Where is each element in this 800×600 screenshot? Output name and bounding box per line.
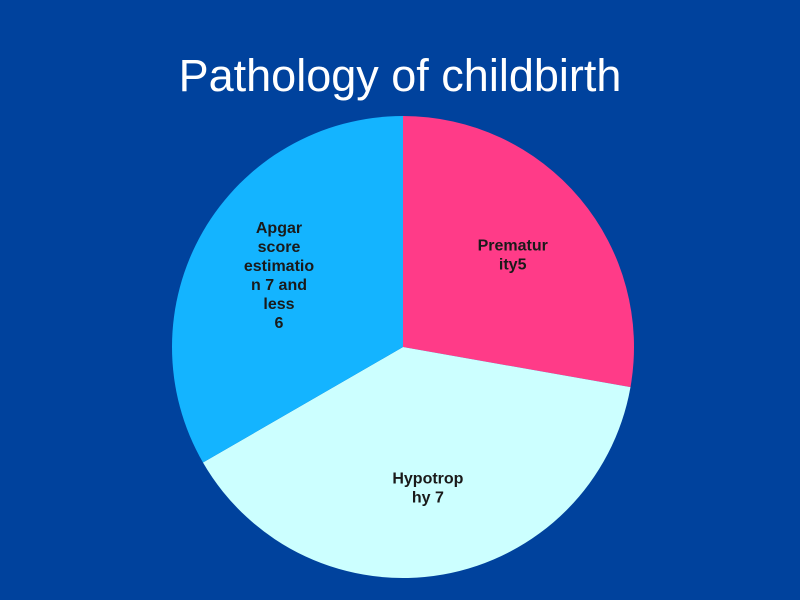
pie-label-line: Prematur (478, 237, 548, 254)
pie-label-hypotrophy: Hypotrop hy 7 (392, 471, 463, 507)
pie-slice-apgar-score-estimation-7-and-less (172, 116, 403, 463)
slide-title: Pathology of childbirth (178, 50, 622, 101)
pie-label-line: score (258, 239, 301, 256)
pie-label-apgar-score-estimation-7-and-less: Apgar score estimatio n 7 and less 6 (244, 220, 314, 332)
pie-label-line: n 7 and (251, 277, 307, 294)
pie-label-line: Apgar (256, 220, 302, 237)
pie-label-line: hy 7 (412, 490, 444, 507)
pie-label-line: Hypotrop (392, 471, 463, 488)
pie-label-line: less (263, 296, 294, 313)
pie-label-line: ity5 (499, 256, 527, 273)
pie-label-line: estimatio (244, 258, 314, 275)
pie-label-prematurity: Prematur ity5 (478, 237, 548, 273)
pie-label-line: 6 (275, 315, 284, 332)
pie-slice-hypotrophy (202, 347, 631, 578)
pie-slice-prematurity (403, 116, 634, 388)
